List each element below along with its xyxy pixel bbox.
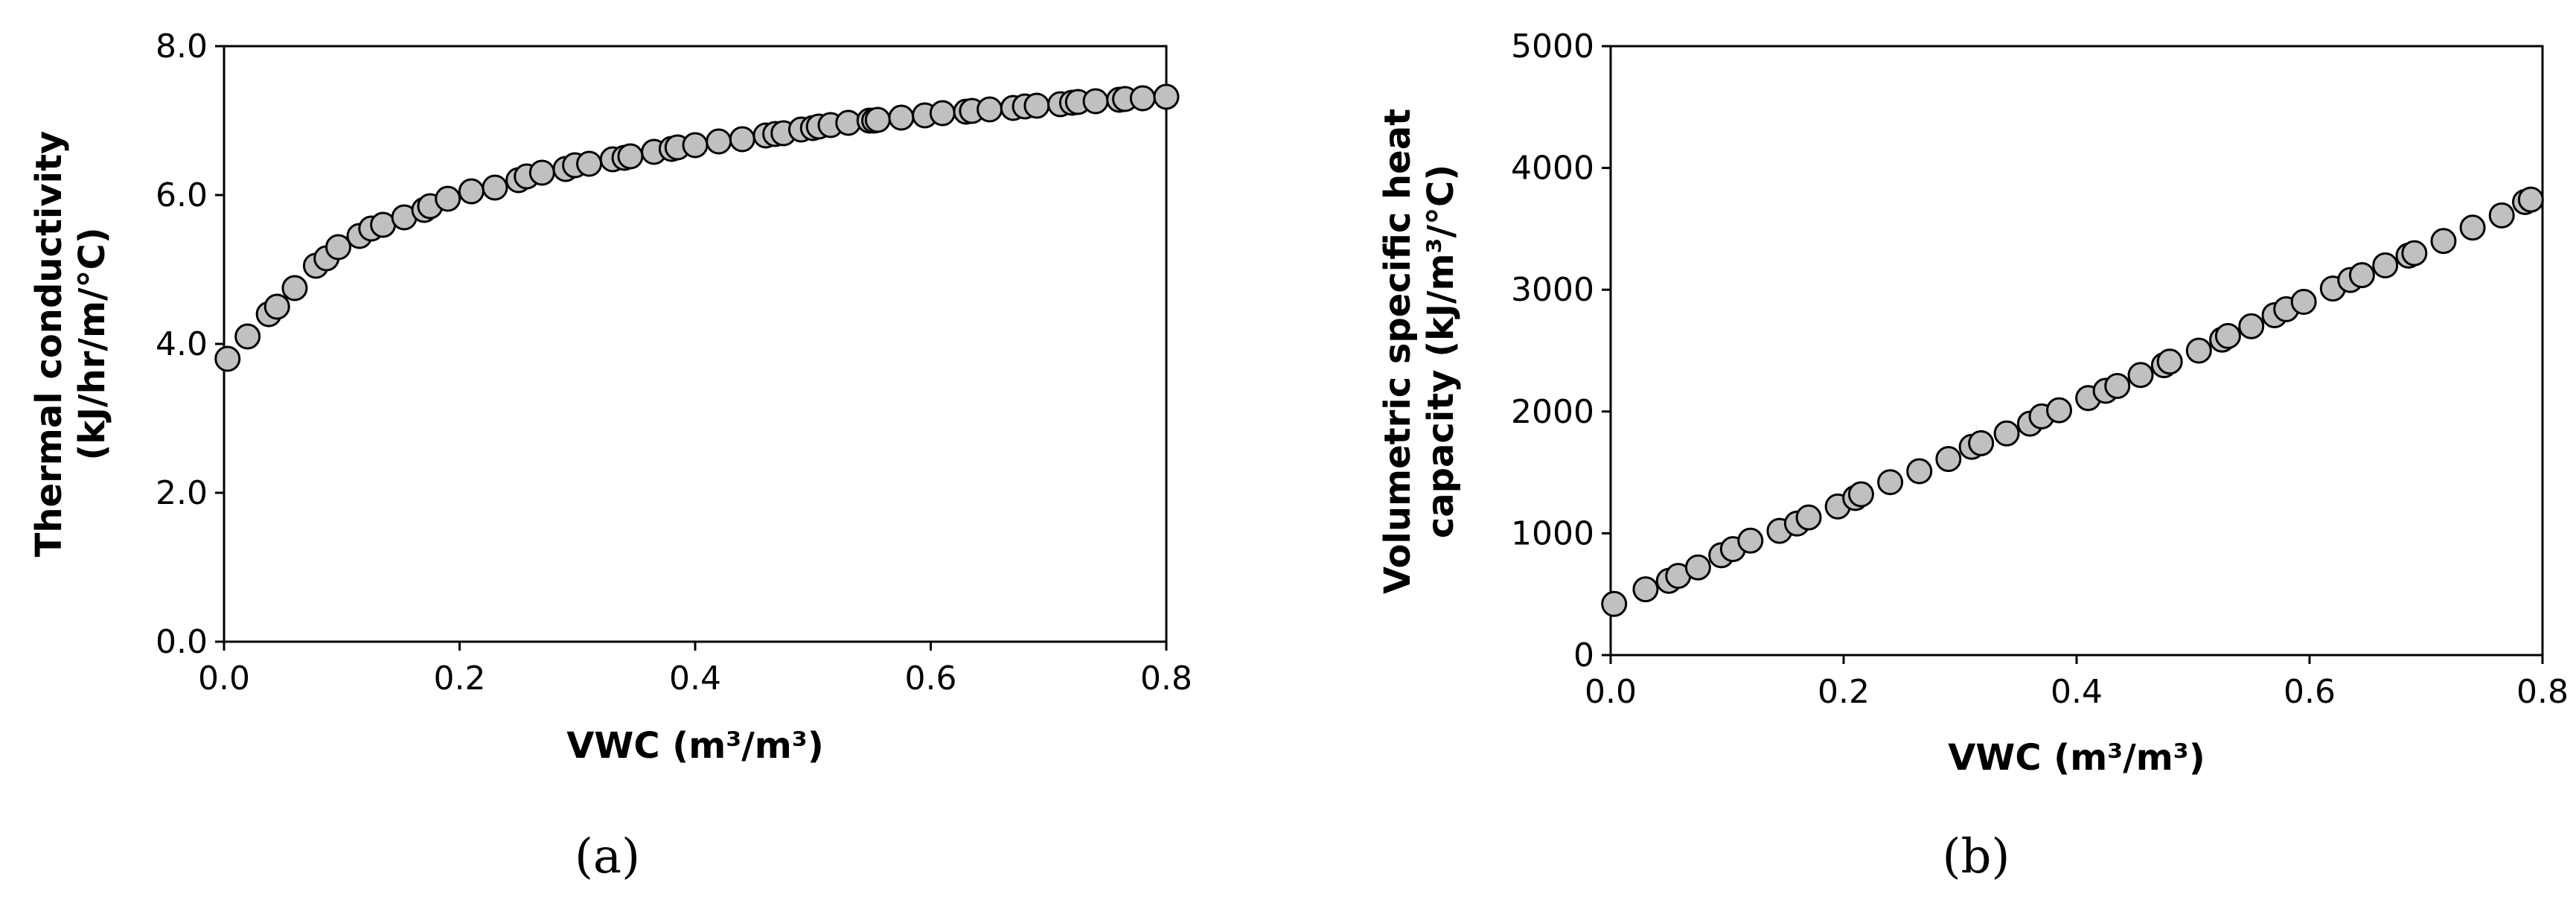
chart-b-data-point	[2127, 362, 2154, 389]
chart-a-data-point	[682, 132, 709, 159]
chart-b-x-tick-label: 0.6	[2283, 673, 2336, 711]
chart-b-data-point	[2430, 228, 2457, 255]
chart-b-data-point	[2459, 214, 2486, 241]
chart-b-data-point	[2156, 348, 2183, 375]
chart-b-x-axis-title: VWC (m³/m³)	[1948, 737, 2205, 779]
chart-b-data-point	[2214, 322, 2241, 349]
chart-b-y-tick-labels: 0 1000 2000 3000 4000 5000	[1511, 28, 1594, 674]
chart-b-data-point	[2348, 262, 2375, 289]
chart-a-x-axis-title: VWC (m³/m³)	[566, 725, 824, 767]
chart-b-data-point	[1877, 469, 1904, 496]
chart-a-data-point	[706, 128, 732, 155]
chart-b-data-points	[1601, 186, 2544, 617]
chart-a-x-tick-label: 0.2	[434, 660, 486, 698]
chart-b-data-point	[2517, 186, 2544, 213]
chart-a-data-point	[864, 106, 891, 133]
chart-a-data-point	[214, 345, 241, 372]
chart-a-data-point	[528, 159, 555, 186]
chart-b-panel-label: (b)	[1943, 829, 2010, 884]
chart-a-y-axis-title-line2: (kJ/hr/m/°C)	[71, 227, 113, 460]
chart-a-data-point	[729, 126, 755, 153]
chart-a-data-point	[576, 150, 603, 177]
chart-a-data-point	[617, 143, 644, 170]
chart-b-x-tick-label: 0.2	[1818, 673, 1870, 711]
chart-a-data-points	[214, 83, 1180, 372]
chart-a-data-point	[1023, 92, 1050, 119]
chart-b-data-point	[2372, 252, 2399, 278]
chart-b-y-tick-label: 0	[1573, 636, 1594, 674]
chart-b-data-point	[2401, 240, 2428, 267]
chart-b-y-tick-label: 3000	[1511, 271, 1594, 309]
chart-a-data-point	[1082, 88, 1109, 115]
chart-a-y-tick-label: 2.0	[156, 474, 208, 512]
chart-b-data-point	[1601, 590, 1628, 617]
chart-b-data-point	[1847, 481, 1874, 508]
chart-b-data-point	[1737, 527, 1764, 554]
chart-b-x-tick-label: 0.8	[2516, 673, 2569, 711]
chart-b-data-point	[2104, 372, 2131, 399]
chart-a-x-tick-labels: 0.0 0.2 0.4 0.6 0.8	[198, 660, 1192, 698]
chart-b-data-point	[1935, 446, 1962, 473]
chart-b-plot-frame	[1609, 45, 2544, 657]
chart-b-data-point	[1906, 458, 1933, 485]
chart-b-data-point	[1993, 420, 2020, 447]
chart-a-data-point	[1153, 83, 1180, 110]
chart-b-x-tick-labels: 0.0 0.2 0.4 0.6 0.8	[1585, 673, 2569, 711]
chart-a-data-point	[1129, 85, 1156, 112]
chart-a-data-point	[977, 96, 1003, 123]
chart-a-y-tick-label: 4.0	[156, 325, 208, 363]
chart-b-y-tick-label: 2000	[1511, 393, 1594, 431]
chart-a-x-tick-label: 0.4	[669, 660, 721, 698]
chart-a-y-tick-label: 6.0	[156, 176, 208, 214]
chart-a-data-point	[929, 100, 956, 127]
chart-b-data-point	[1795, 504, 1822, 531]
chart-a-y-tick-label: 8.0	[156, 28, 208, 66]
chart-b-y-axis-title-line2: capacity (kJ/m³/°C)	[1420, 165, 1462, 538]
chart-b-y-tick-label: 4000	[1511, 150, 1594, 188]
chart-a-data-point	[325, 234, 352, 261]
chart-a-y-tick-labels: 0.0 2.0 4.0 6.0 8.0	[156, 28, 208, 661]
chart-a-data-point	[835, 109, 862, 136]
chart-a-y-axis-title-line1: Thermal conductivity	[28, 131, 70, 558]
chart-b-data-point	[2046, 397, 2073, 424]
chart-a-x-tick-label: 0.0	[198, 660, 250, 698]
chart-a-thermal-conductivity: 0.0 2.0 4.0 6.0 8.0 0.0 0.2 0.4 0.6 0.8 VWC (m³/…	[28, 28, 1192, 884]
chart-a-panel-label: (a)	[575, 829, 640, 884]
chart-b-tick-marks	[1602, 45, 2544, 664]
chart-b-y-tick-label: 1000	[1511, 514, 1594, 552]
chart-b-data-point	[1632, 576, 1659, 603]
chart-b-data-point	[2238, 313, 2265, 339]
chart-a-data-point	[888, 104, 915, 131]
chart-b-y-axis-title-line1: Volumetric specific heat	[1377, 109, 1419, 594]
chart-a-data-point	[263, 293, 290, 320]
chart-b-data-point	[1968, 430, 1995, 456]
chart-a-data-point	[458, 178, 485, 205]
chart-b-volumetric-heat-capacity: 0 1000 2000 3000 4000 5000 0.0 0.2 0.4 0.6 0.8 VW…	[1377, 28, 2569, 884]
chart-b-y-tick-label: 5000	[1511, 28, 1594, 66]
chart-a-x-tick-label: 0.8	[1140, 660, 1192, 698]
chart-a-x-tick-label: 0.6	[905, 660, 957, 698]
chart-a-tick-marks	[215, 45, 1168, 651]
chart-b-data-point	[1684, 554, 1711, 581]
chart-a-data-point	[281, 275, 308, 301]
chart-b-data-point	[2488, 202, 2515, 229]
chart-a-data-point	[435, 185, 461, 212]
chart-b-x-tick-label: 0.4	[2051, 673, 2103, 711]
chart-a-data-point	[482, 174, 508, 201]
chart-b-data-point	[2185, 337, 2212, 364]
chart-a-y-tick-label: 0.0	[156, 623, 208, 661]
chart-b-data-point	[2290, 289, 2317, 316]
chart-a-data-point	[234, 323, 261, 350]
chart-b-x-tick-label: 0.0	[1585, 673, 1637, 711]
